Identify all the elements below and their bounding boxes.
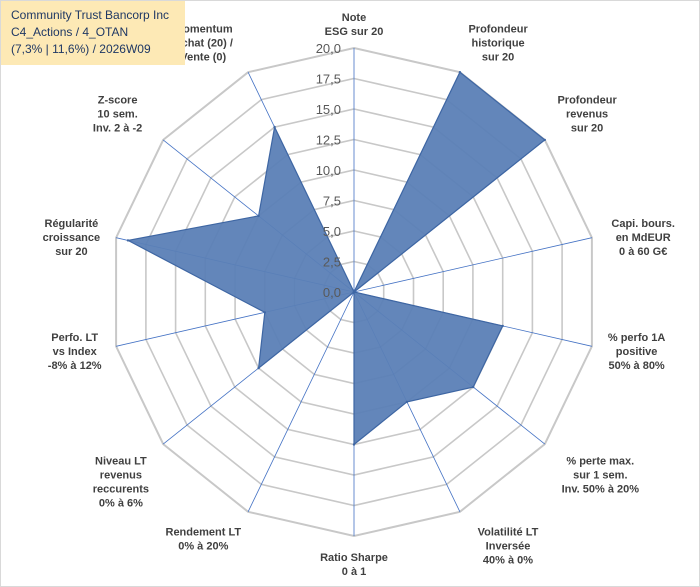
axis-label-line: revenus <box>100 470 142 482</box>
tick-label: 20,0 <box>316 41 341 56</box>
axis-label-line: Note <box>342 12 366 24</box>
data-point <box>458 71 462 74</box>
data-point <box>263 311 266 314</box>
axis-label-line: Rendement LT <box>166 527 242 539</box>
axis-label-line: -8% à 12% <box>48 360 102 372</box>
axis-label-line: Régularité <box>45 218 99 230</box>
axis-label: Régularité croissance sur 20 <box>43 218 100 258</box>
portfolio-category: C4_Actions / 4_OTAN <box>11 25 129 39</box>
axis-label-line: 0% à 20% <box>178 541 228 553</box>
axis-label-line: historique <box>472 37 525 49</box>
axis-label-line: positive <box>616 346 658 358</box>
axis-label-line: 50% à 80% <box>608 360 664 372</box>
axis-label-line: Capi. bours. <box>611 218 675 230</box>
axis-label-line: sur 20 <box>482 51 514 63</box>
axis-label-line: Inv. 2 à -2 <box>93 122 142 134</box>
data-point <box>543 138 546 142</box>
axis-label-line: Inversée <box>486 541 531 553</box>
data-point <box>257 214 260 218</box>
data-point <box>501 324 504 328</box>
axis-label-line: % perfo 1A <box>608 332 666 344</box>
axis-label: Capi. bours. en MdEUR 0 à 60 G€ <box>611 218 675 258</box>
axis-label-line: sur 20 <box>55 246 87 258</box>
tick-label: 12,5 <box>316 133 341 148</box>
axis-label: Niveau LT revenus reccurents 0% à 6% <box>93 456 149 510</box>
axis-label-line: revenus <box>566 108 608 120</box>
tick-label: 10,0 <box>316 163 341 178</box>
axis-label-line: Inv. 50% à 20% <box>562 484 640 496</box>
data-point <box>126 239 130 242</box>
axis-label: Ratio Sharpe 0 à 1 <box>320 552 388 578</box>
axis-label-line: vs Index <box>53 346 98 358</box>
tick-label: 0,0 <box>323 285 341 300</box>
axis-label: Momentum Achat (20) / Vente (0) <box>174 23 233 63</box>
chart-header: Community Trust Bancorp Inc C4_Actions /… <box>1 1 185 65</box>
company-name: Community Trust Bancorp Inc <box>11 8 170 22</box>
axis-label-line: Ratio Sharpe <box>320 552 388 564</box>
tick-label: 2,5 <box>323 255 341 270</box>
data-point <box>352 443 356 446</box>
performance-period: (7,3% | 11,6%) / 2026W09 <box>11 42 151 56</box>
axis-spoke <box>247 291 355 512</box>
axis-label-line: Profondeur <box>468 23 528 35</box>
axis-label-line: ESG sur 20 <box>325 26 384 38</box>
axis-label-line: 10 sem. <box>97 108 137 120</box>
axis-label-line: 40% à 0% <box>483 555 533 567</box>
tick-label: 17,5 <box>316 72 341 87</box>
axis-spoke <box>353 237 592 293</box>
series <box>126 71 546 446</box>
axis-label-line: Achat (20) / <box>174 37 233 49</box>
axis-label-line: 0 à 60 G€ <box>619 246 667 258</box>
axis-label-line: Volatilité LT <box>478 527 539 539</box>
axis-label-line: Perfo. LT <box>51 332 98 344</box>
axis-label-line: % perte max. <box>566 456 634 468</box>
axis-labels: Note ESG sur 20 Profondeur historique sur 20… <box>43 12 675 578</box>
data-point <box>352 290 356 294</box>
axis-label-line: Z-score <box>98 94 138 106</box>
axis-label-line: reccurents <box>93 484 149 496</box>
data-point <box>257 366 260 370</box>
radial-tick-labels: 0,0 2,5 5,0 7,5 10,0 12,5 15,0 17,5 20,0 <box>316 41 341 300</box>
axis-label: % perte max. sur 1 sem. Inv. 50% à 20% <box>562 456 640 496</box>
tick-label: 15,0 <box>316 102 341 117</box>
axis-label-line: 0 à 1 <box>342 566 366 578</box>
axis-label: Z-score 10 sem. Inv. 2 à -2 <box>93 94 142 134</box>
axis-label-line: 0% à 6% <box>99 498 143 510</box>
axis-label-line: sur 20 <box>571 122 603 134</box>
axis-label: Rendement LT 0% à 20% <box>166 527 242 553</box>
axis-label: Profondeur revenus sur 20 <box>557 94 617 134</box>
data-point <box>472 385 475 389</box>
axis-label: % perfo 1A positive 50% à 80% <box>608 332 666 372</box>
tick-label: 5,0 <box>323 224 341 239</box>
axis-label-line: croissance <box>43 232 100 244</box>
data-point <box>405 400 409 404</box>
axis-label-line: Profondeur <box>557 94 617 106</box>
axis-label-line: sur 1 sem. <box>573 470 627 482</box>
axis-label-line: Momentum <box>174 23 233 35</box>
axis-label: Profondeur historique sur 20 <box>468 23 528 63</box>
axis-label-line: Vente (0) <box>180 51 226 63</box>
axis-label: Note ESG sur 20 <box>325 12 384 38</box>
axis-label-line: en MdEUR <box>616 232 671 244</box>
axis-label: Perfo. LT vs Index -8% à 12% <box>48 332 102 372</box>
axis-label: Volatilité LT Inversée 40% à 0% <box>478 527 539 567</box>
data-point <box>273 125 276 129</box>
axis-label-line: Niveau LT <box>95 456 147 468</box>
tick-label: 7,5 <box>323 194 341 209</box>
